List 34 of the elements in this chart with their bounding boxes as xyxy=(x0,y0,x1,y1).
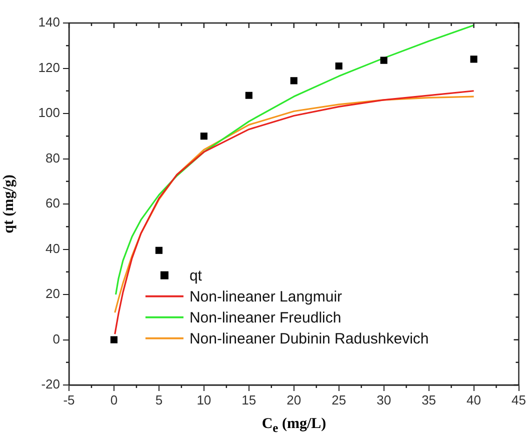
x-tick-label: 25 xyxy=(332,392,346,408)
x-tick-label: 45 xyxy=(512,392,526,408)
legend-label: Non-lineaner Dubinin Radushkevich xyxy=(189,330,429,348)
x-tick-label: 10 xyxy=(196,392,212,408)
y-tick-label: 20 xyxy=(46,286,60,302)
point xyxy=(155,246,162,254)
point xyxy=(245,92,252,99)
point xyxy=(470,56,478,63)
x-tick-label: -5 xyxy=(63,392,75,408)
point xyxy=(335,62,342,70)
x-tick-label: 0 xyxy=(110,392,118,408)
point xyxy=(380,56,388,64)
x-tick-label: 40 xyxy=(466,392,482,408)
point xyxy=(110,336,118,344)
x-axis-title: C$_{e}$ (mg/L) xyxy=(260,416,328,436)
y-tick-label: 40 xyxy=(46,240,60,256)
legend-label: Non-lineaner Freudlich xyxy=(189,309,342,326)
point xyxy=(200,132,208,140)
x-tick-label: 20 xyxy=(286,392,302,408)
legend-label: Non-lineaner Langmuir xyxy=(189,288,342,306)
x-tick-label: 30 xyxy=(376,392,392,408)
y-axis-title: qt (mg/g) xyxy=(0,174,17,234)
x-tick-label: 15 xyxy=(242,392,256,408)
y-tick-label: 120 xyxy=(38,60,60,75)
point xyxy=(290,77,298,84)
y-tick-label: 100 xyxy=(38,105,60,120)
legend-label: qt xyxy=(189,267,203,284)
x-tick-label: 5 xyxy=(155,392,163,408)
y-tick-label: 60 xyxy=(46,196,60,211)
x-tick-label: 35 xyxy=(422,392,436,408)
y-tick-label: 140 xyxy=(38,14,60,30)
y-tick-label: 80 xyxy=(46,150,60,166)
y-tick-label: -20 xyxy=(41,376,60,392)
y-tick-label: 0 xyxy=(52,331,60,346)
